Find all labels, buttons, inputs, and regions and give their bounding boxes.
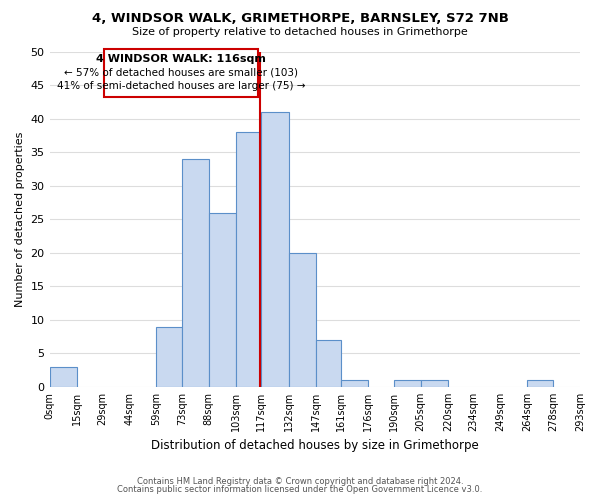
- Bar: [289, 253, 316, 387]
- FancyBboxPatch shape: [104, 49, 258, 97]
- Bar: [157, 326, 182, 387]
- Bar: [527, 380, 553, 387]
- Bar: [182, 159, 209, 387]
- Text: Size of property relative to detached houses in Grimethorpe: Size of property relative to detached ho…: [132, 27, 468, 37]
- Bar: [236, 132, 262, 387]
- Text: Contains public sector information licensed under the Open Government Licence v3: Contains public sector information licen…: [118, 485, 482, 494]
- Bar: [209, 212, 236, 387]
- Bar: [394, 380, 421, 387]
- Bar: [421, 380, 448, 387]
- Bar: [262, 112, 289, 387]
- Y-axis label: Number of detached properties: Number of detached properties: [15, 132, 25, 307]
- Bar: [316, 340, 341, 387]
- Bar: [50, 367, 77, 387]
- Text: 4, WINDSOR WALK, GRIMETHORPE, BARNSLEY, S72 7NB: 4, WINDSOR WALK, GRIMETHORPE, BARNSLEY, …: [92, 12, 508, 26]
- Text: ← 57% of detached houses are smaller (103): ← 57% of detached houses are smaller (10…: [64, 68, 298, 78]
- X-axis label: Distribution of detached houses by size in Grimethorpe: Distribution of detached houses by size …: [151, 440, 479, 452]
- Text: 4 WINDSOR WALK: 116sqm: 4 WINDSOR WALK: 116sqm: [96, 54, 266, 64]
- Text: 41% of semi-detached houses are larger (75) →: 41% of semi-detached houses are larger (…: [56, 82, 305, 92]
- Bar: [341, 380, 368, 387]
- Text: Contains HM Land Registry data © Crown copyright and database right 2024.: Contains HM Land Registry data © Crown c…: [137, 477, 463, 486]
